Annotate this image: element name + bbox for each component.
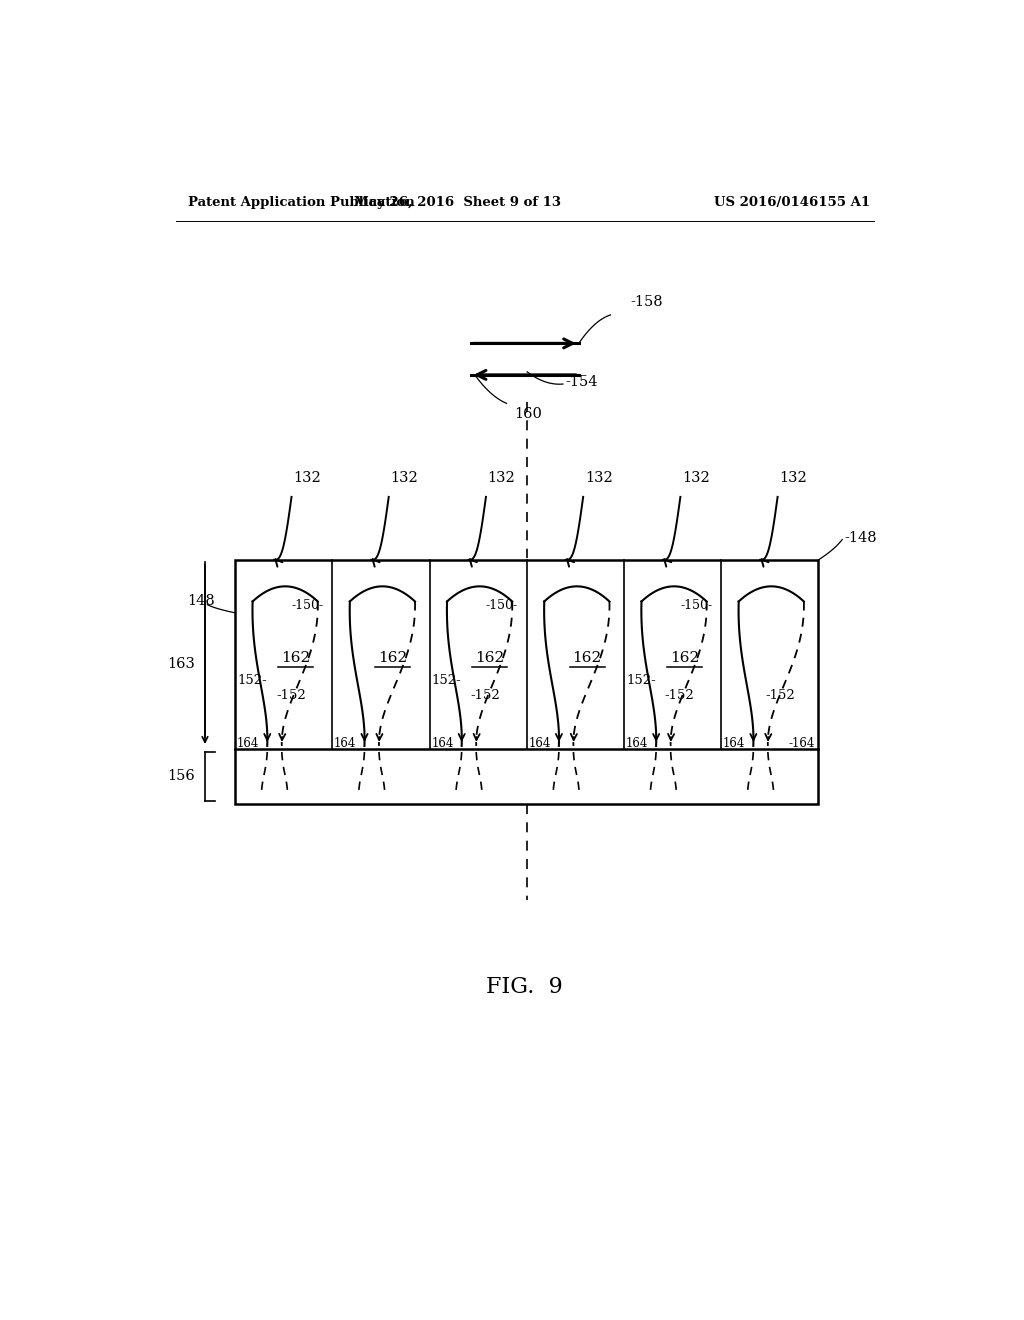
Text: -150-: -150- [292, 599, 324, 611]
Text: -154: -154 [565, 375, 598, 389]
Text: 164: 164 [626, 738, 648, 750]
Text: -164: -164 [788, 738, 815, 750]
Text: 148: 148 [187, 594, 215, 607]
Text: 156: 156 [168, 770, 196, 783]
Text: 132: 132 [779, 471, 807, 484]
Text: 164: 164 [431, 738, 454, 750]
Text: -150-: -150- [680, 599, 713, 611]
Bar [236, 560, 818, 804]
Text: 162: 162 [378, 651, 408, 665]
Text: 164: 164 [528, 738, 551, 750]
Text: 163: 163 [168, 657, 196, 671]
Text: -152: -152 [765, 689, 795, 702]
Text: 160: 160 [514, 407, 543, 421]
Text: 152-: 152- [431, 675, 461, 688]
Text: 162: 162 [281, 651, 310, 665]
Text: May 26, 2016  Sheet 9 of 13: May 26, 2016 Sheet 9 of 13 [354, 195, 561, 209]
Text: 162: 162 [475, 651, 505, 665]
Text: -152: -152 [470, 689, 500, 702]
Text: FIG.  9: FIG. 9 [486, 975, 563, 998]
Text: 164: 164 [723, 738, 745, 750]
Text: -152: -152 [275, 689, 306, 702]
Text: 132: 132 [293, 471, 321, 484]
Text: 164: 164 [237, 738, 259, 750]
Text: -148: -148 [845, 531, 878, 545]
Text: 152-: 152- [626, 675, 655, 688]
Text: -158: -158 [631, 294, 663, 309]
Text: US 2016/0146155 A1: US 2016/0146155 A1 [714, 195, 870, 209]
Text: 162: 162 [670, 651, 699, 665]
Text: 164: 164 [334, 738, 356, 750]
Text: Patent Application Publication: Patent Application Publication [187, 195, 415, 209]
Text: 132: 132 [585, 471, 612, 484]
Text: 132: 132 [487, 471, 515, 484]
Text: -150-: -150- [486, 599, 518, 611]
Text: 152-: 152- [238, 675, 267, 688]
Text: 162: 162 [572, 651, 602, 665]
Text: -152: -152 [665, 689, 694, 702]
Text: 132: 132 [390, 471, 418, 484]
Text: 132: 132 [682, 471, 710, 484]
